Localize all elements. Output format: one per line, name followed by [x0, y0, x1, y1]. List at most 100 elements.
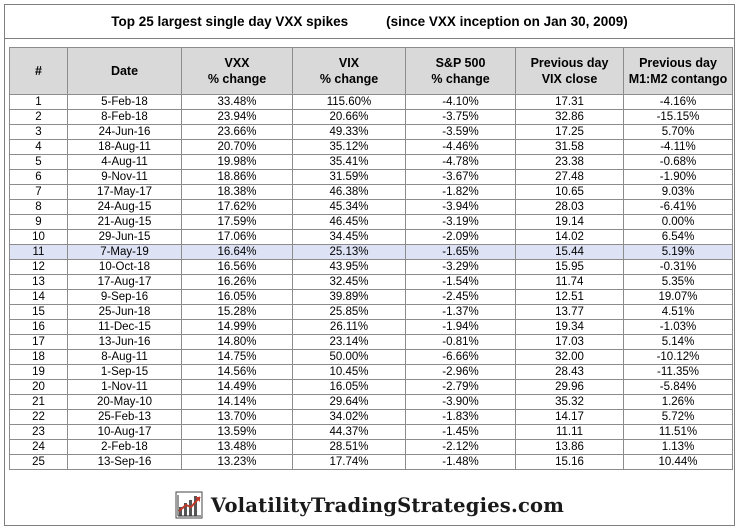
cell-rank: 15 — [9, 304, 68, 320]
cell-prev-contango: 1.26% — [623, 394, 733, 410]
cell-prev-vix-close: 31.58 — [515, 139, 624, 155]
cell-prev-vix-close: 27.48 — [515, 169, 624, 185]
table-row: 24 2-Feb-18 13.48% 28.51% -2.12% 13.86 1.13% — [9, 439, 733, 455]
table-title: Top 25 largest single day VXX spikes — [111, 14, 349, 29]
cell-rank: 12 — [9, 259, 68, 275]
table-row: 5 4-Aug-11 19.98% 35.41% -4.78% 23.38 -0.68% — [9, 154, 733, 170]
cell-rank: 8 — [9, 199, 68, 215]
table-row: 4 18-Aug-11 20.70% 35.12% -4.46% 31.58 -4.11% — [9, 139, 733, 155]
cell-sp500-change: -3.67% — [405, 169, 516, 185]
cell-prev-vix-close: 11.74 — [515, 274, 624, 290]
cell-prev-contango: 5.14% — [623, 334, 733, 350]
cell-rank: 22 — [9, 409, 68, 425]
cell-vxx-change: 13.59% — [181, 424, 293, 440]
cell-date: 4-Aug-11 — [67, 154, 182, 170]
cell-vix-change: 34.45% — [292, 229, 406, 245]
cell-vxx-change: 33.48% — [181, 94, 293, 110]
cell-date: 10-Oct-18 — [67, 259, 182, 275]
cell-date: 1-Sep-15 — [67, 364, 182, 380]
cell-rank: 3 — [9, 124, 68, 140]
cell-sp500-change: -0.81% — [405, 334, 516, 350]
vxx-spikes-table: # Date VXX % change VIX % change S&P 500… — [9, 47, 733, 470]
cell-vxx-change: 15.28% — [181, 304, 293, 320]
cell-sp500-change: -3.90% — [405, 394, 516, 410]
cell-prev-vix-close: 14.02 — [515, 229, 624, 245]
table-row: 23 10-Aug-17 13.59% 44.37% -1.45% 11.11 11.51% — [9, 424, 733, 440]
cell-vxx-change: 17.62% — [181, 199, 293, 215]
cell-date: 10-Aug-17 — [67, 424, 182, 440]
cell-sp500-change: -1.45% — [405, 424, 516, 440]
table-row: 11 7-May-19 16.64% 25.13% -1.65% 15.44 5.19% — [9, 244, 733, 260]
cell-prev-contango: 0.00% — [623, 214, 733, 230]
cell-vxx-change: 14.14% — [181, 394, 293, 410]
cell-vxx-change: 20.70% — [181, 139, 293, 155]
cell-vix-change: 26.11% — [292, 319, 406, 335]
cell-vix-change: 35.41% — [292, 154, 406, 170]
cell-prev-contango: 4.51% — [623, 304, 733, 320]
cell-vxx-change: 16.64% — [181, 244, 293, 260]
cell-vix-change: 25.13% — [292, 244, 406, 260]
table-row: 17 13-Jun-16 14.80% 23.14% -0.81% 17.03 5.14% — [9, 334, 733, 350]
cell-vxx-change: 18.86% — [181, 169, 293, 185]
cell-vix-change: 28.51% — [292, 439, 406, 455]
cell-rank: 25 — [9, 454, 68, 470]
cell-prev-contango: -0.31% — [623, 259, 733, 275]
cell-vix-change: 115.60% — [292, 94, 406, 110]
cell-date: 5-Feb-18 — [67, 94, 182, 110]
cell-prev-contango: -4.11% — [623, 139, 733, 155]
cell-vix-change: 34.02% — [292, 409, 406, 425]
cell-rank: 10 — [9, 229, 68, 245]
cell-vix-change: 29.64% — [292, 394, 406, 410]
table-row: 15 25-Jun-18 15.28% 25.85% -1.37% 13.77 4.51% — [9, 304, 733, 320]
cell-date: 11-Dec-15 — [67, 319, 182, 335]
cell-vix-change: 50.00% — [292, 349, 406, 365]
cell-prev-contango: -4.16% — [623, 94, 733, 110]
cell-sp500-change: -3.75% — [405, 109, 516, 125]
cell-sp500-change: -1.37% — [405, 304, 516, 320]
cell-prev-contango: -1.03% — [623, 319, 733, 335]
cell-vxx-change: 14.56% — [181, 364, 293, 380]
cell-vxx-change: 19.98% — [181, 154, 293, 170]
cell-date: 24-Jun-16 — [67, 124, 182, 140]
cell-sp500-change: -6.66% — [405, 349, 516, 365]
cell-vxx-change: 13.70% — [181, 409, 293, 425]
cell-rank: 24 — [9, 439, 68, 455]
table-row: 9 21-Aug-15 17.59% 46.45% -3.19% 19.14 0.00% — [9, 214, 733, 230]
cell-date: 1-Nov-11 — [67, 379, 182, 395]
cell-prev-contango: -5.84% — [623, 379, 733, 395]
table-body: 1 5-Feb-18 33.48% 115.60% -4.10% 17.31 -4.16% 2… — [9, 94, 733, 470]
cell-prev-vix-close: 12.51 — [515, 289, 624, 305]
cell-vxx-change: 17.06% — [181, 229, 293, 245]
cell-rank: 14 — [9, 289, 68, 305]
cell-vix-change: 39.89% — [292, 289, 406, 305]
cell-vix-change: 35.12% — [292, 139, 406, 155]
cell-prev-vix-close: 17.03 — [515, 334, 624, 350]
cell-date: 29-Jun-15 — [67, 229, 182, 245]
cell-vix-change: 25.85% — [292, 304, 406, 320]
cell-date: 17-Aug-17 — [67, 274, 182, 290]
cell-prev-vix-close: 28.43 — [515, 364, 624, 380]
title-note: (since VXX inception on Jan 30, 2009) — [386, 14, 628, 29]
cell-sp500-change: -2.12% — [405, 439, 516, 455]
table-row: 20 1-Nov-11 14.49% 16.05% -2.79% 29.96 -5.84% — [9, 379, 733, 395]
table-row: 3 24-Jun-16 23.66% 49.33% -3.59% 17.25 5.70% — [9, 124, 733, 140]
table-row: 25 13-Sep-16 13.23% 17.74% -1.48% 15.16 10.44% — [9, 454, 733, 470]
cell-rank: 6 — [9, 169, 68, 185]
table-row: 19 1-Sep-15 14.56% 10.45% -2.96% 28.43 -11.35% — [9, 364, 733, 380]
cell-prev-contango: 6.54% — [623, 229, 733, 245]
cell-date: 20-May-10 — [67, 394, 182, 410]
cell-prev-contango: 10.44% — [623, 454, 733, 470]
cell-prev-contango: -10.12% — [623, 349, 733, 365]
cell-prev-vix-close: 10.65 — [515, 184, 624, 200]
cell-vxx-change: 13.48% — [181, 439, 293, 455]
cell-date: 2-Feb-18 — [67, 439, 182, 455]
table-row: 12 10-Oct-18 16.56% 43.95% -3.29% 15.95 -0.31% — [9, 259, 733, 275]
cell-prev-contango: 19.07% — [623, 289, 733, 305]
cell-sp500-change: -2.96% — [405, 364, 516, 380]
cell-vix-change: 44.37% — [292, 424, 406, 440]
footer: VolatilityTradingStrategies.com — [5, 485, 734, 525]
table-row: 7 17-May-17 18.38% 46.38% -1.82% 10.65 9.03% — [9, 184, 733, 200]
col-header-prev-vix-close: Previous day VIX close — [515, 47, 624, 95]
cell-rank: 19 — [9, 364, 68, 380]
cell-vix-change: 16.05% — [292, 379, 406, 395]
